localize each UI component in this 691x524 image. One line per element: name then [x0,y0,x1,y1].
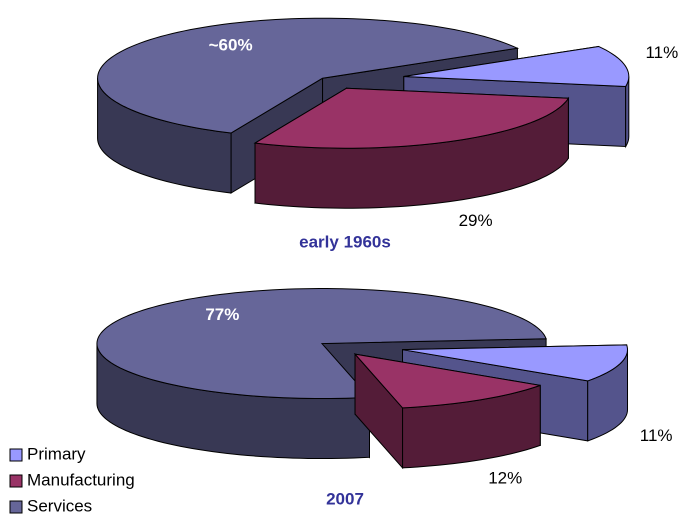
slice [403,45,630,87]
chart-title: early 1960s [299,232,391,251]
legend-label: Services [27,496,92,515]
legend-swatch [9,500,23,514]
value-label: 77% [205,305,239,324]
slice [96,288,547,400]
slice [402,344,628,382]
legend-label: Manufacturing [27,470,135,489]
slice [253,87,570,149]
legend-swatch [9,448,23,462]
chart-title: 2007 [326,489,364,508]
slice [97,17,520,134]
value-label: 11% [645,43,678,62]
value-label: 29% [459,211,493,230]
slice [353,353,541,409]
legend-label: Primary [27,444,86,463]
value-label: 12% [488,468,522,487]
value-label: ~60% [209,36,253,55]
value-label: 11% [640,426,673,445]
slice-side [625,76,630,149]
legend-swatch [9,474,23,488]
